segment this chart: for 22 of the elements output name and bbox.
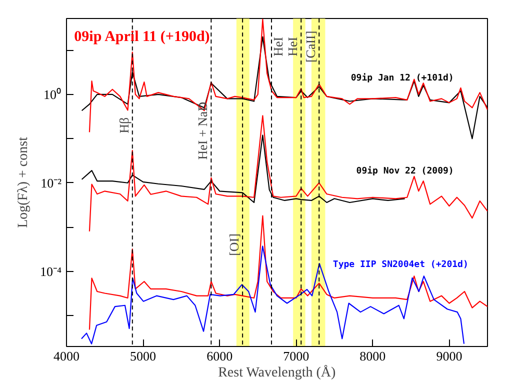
y-tick-label: 10⁰: [44, 86, 62, 102]
y-tick-label: 10⁻²: [40, 175, 62, 190]
x-tick-label: 4000: [54, 348, 80, 364]
ref-line-label: [OI]: [226, 234, 242, 256]
line-series: [88, 215, 488, 330]
text: 09ip Nov 22 (2009): [356, 166, 454, 177]
series-label: 09ip April 11 (+190d): [74, 28, 210, 45]
x-tick-label: 8000: [360, 348, 386, 364]
x-tick-label: 6000: [206, 348, 233, 364]
x-axis-title: Rest Wavelength (Å): [218, 364, 336, 380]
y-tick-label: 10⁻⁴: [40, 264, 62, 279]
ref-line-label: Hβ: [116, 116, 132, 134]
series-label: 09ip Jan 12 (+101d): [350, 72, 454, 84]
ref-line-label: HeI: [270, 36, 286, 56]
x-tick-label: 9000: [436, 348, 462, 364]
x-tick-label: 7000: [283, 348, 310, 364]
ref-line-label: [CaII]: [303, 30, 318, 63]
ref-line-label: HeI: [285, 36, 300, 56]
ref-line-label: HeI + NaD: [195, 102, 210, 160]
y-axis-title: Log(Fλ) + const: [16, 136, 31, 228]
x-tick-label: 5000: [130, 348, 156, 364]
series-label: Type IIP SN2004et (+201d): [332, 260, 468, 270]
